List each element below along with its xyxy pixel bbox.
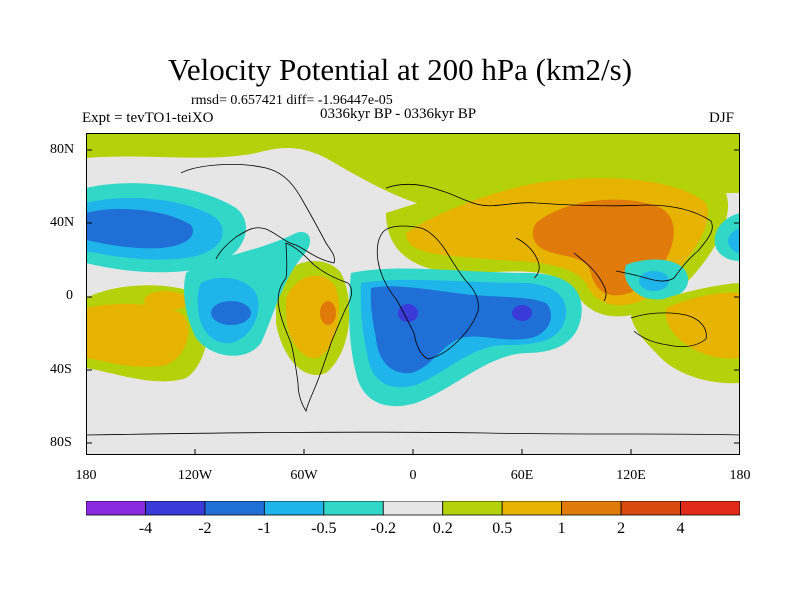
lat-label-40s: 40S	[50, 362, 72, 377]
colorbar-swatch	[680, 501, 740, 516]
lat-label-40n: 40N	[50, 215, 75, 230]
colorbar-swatch	[561, 501, 622, 516]
colorbar-label: 4	[676, 520, 685, 537]
colorbar-swatch	[501, 501, 563, 516]
lon-ticks	[86, 449, 740, 455]
field-negative-npacific-dark	[86, 209, 193, 249]
colorbar-swatch	[620, 501, 681, 516]
stats-label: rmsd= 0.657421 diff= -1.96447e-05	[191, 93, 393, 108]
colorbar-label: -4	[138, 520, 153, 537]
colorbar-swatch	[263, 501, 325, 516]
map-title: Velocity Potential at 200 hPa (km2/s)	[167, 52, 633, 87]
colorbar-label: -0.2	[370, 520, 396, 537]
colorbar-label: 0.2	[432, 520, 453, 537]
lon-label-60e: 60E	[510, 468, 534, 483]
colorbar-swatch	[145, 501, 206, 516]
lat-ticks	[86, 149, 740, 444]
field-ochre-pacific	[86, 303, 189, 367]
field-ochre-samerica	[286, 275, 340, 359]
lat-label-80s: 80S	[50, 435, 72, 450]
field-negative-indian-core	[512, 305, 532, 321]
field-negative-camerica-dark	[211, 301, 251, 325]
lat-label-80n: 80N	[50, 142, 75, 157]
colorbar-label: -1	[257, 520, 272, 537]
lon-label-120e: 120E	[616, 468, 646, 483]
colorbar-label: 2	[617, 520, 626, 537]
colorbar-swatch	[204, 501, 265, 516]
lon-label-180e: 180	[729, 468, 751, 483]
colorbar	[86, 501, 740, 516]
lon-label-120w: 120W	[177, 468, 213, 483]
field-ochre-pacific-small	[144, 291, 188, 311]
field-negative-wpacific-mid	[639, 271, 669, 291]
period-label: 0336kyr BP - 0336kyr BP	[320, 106, 477, 122]
field-negative-africa-core	[398, 304, 418, 322]
colorbar-swatch	[86, 501, 146, 516]
colorbar-label: -0.5	[311, 520, 337, 537]
field-negative-east-edge-mid	[728, 228, 740, 253]
colorbar-swatch	[442, 501, 503, 516]
colorbar-label: 0.5	[492, 520, 513, 537]
lat-label-0: 0	[66, 288, 73, 303]
lon-label-60w: 60W	[290, 468, 318, 483]
field-orange-samerica	[320, 301, 336, 325]
colorbar-swatch	[382, 501, 444, 516]
lon-label-180w: 180	[75, 468, 97, 483]
coastlines	[86, 164, 740, 436]
experiment-label: Expt = tevTO1-teiXO	[82, 110, 214, 126]
season-label: DJF	[709, 110, 735, 126]
colorbar-label: 1	[557, 520, 566, 537]
colorbar-swatch	[323, 501, 384, 516]
lon-label-0: 0	[409, 468, 417, 483]
map-plot	[86, 133, 740, 455]
colorbar-label: -2	[198, 520, 212, 537]
